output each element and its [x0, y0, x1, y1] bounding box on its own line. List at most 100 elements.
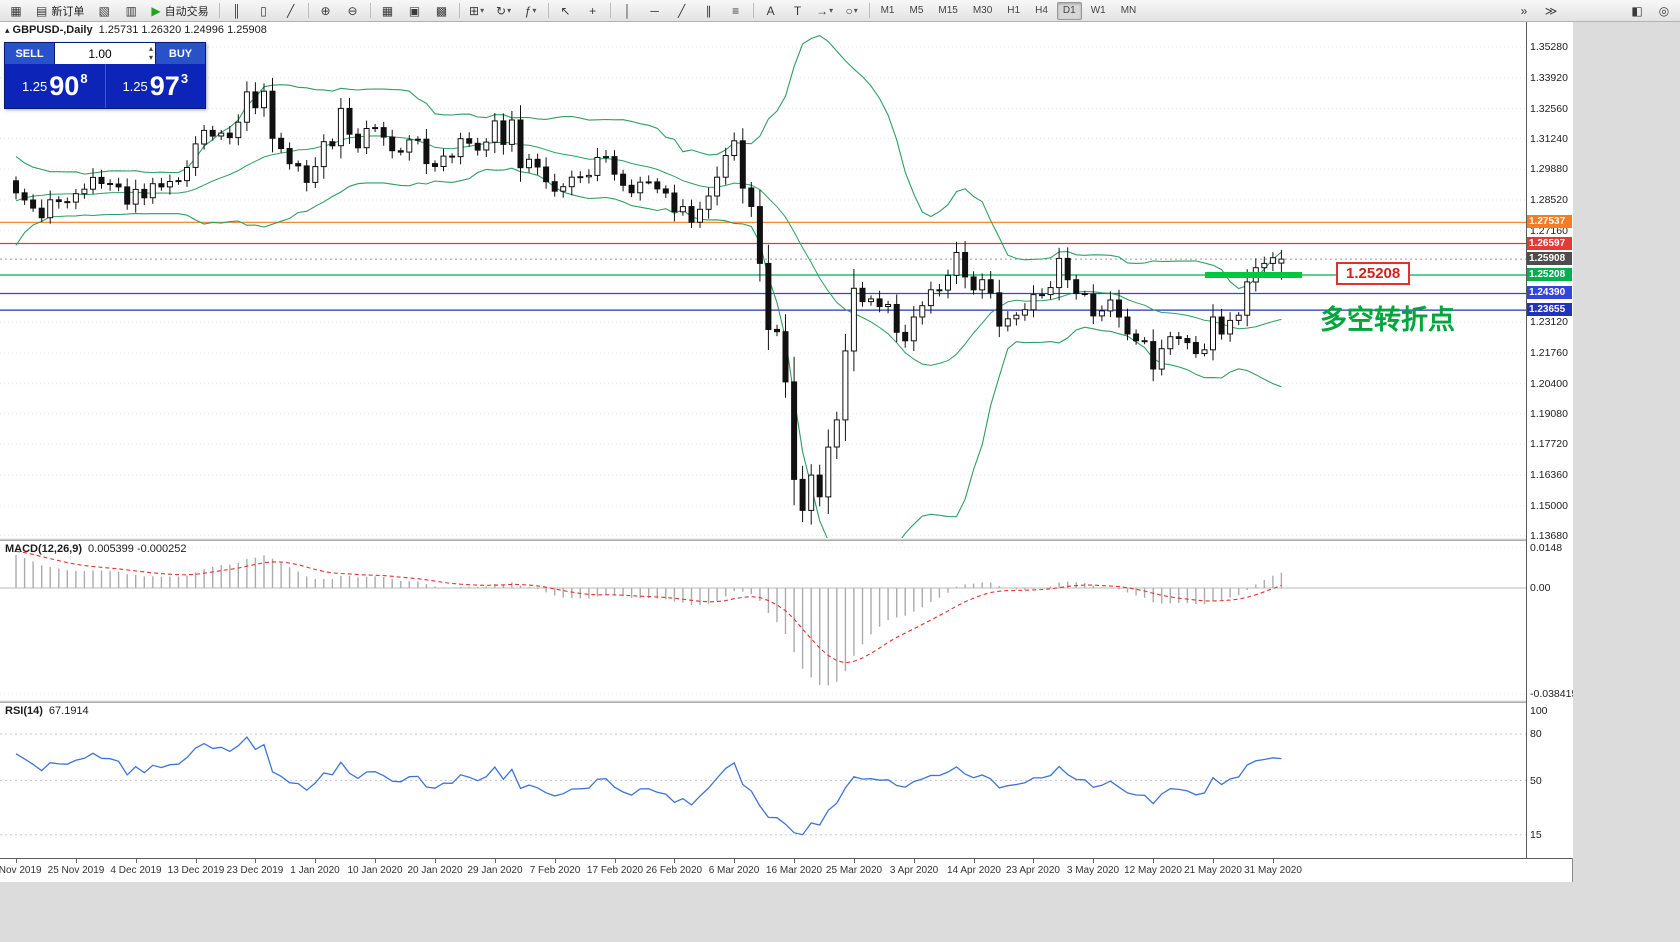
- bar-chart-button[interactable]: ║: [224, 1, 250, 21]
- time-axis-tick: [375, 859, 376, 863]
- thick-support-segment: [1205, 272, 1302, 278]
- time-axis-tick: [76, 859, 77, 863]
- sell-price-display[interactable]: 1.25 90 8: [5, 64, 106, 108]
- toolbar-separator: [752, 3, 754, 18]
- timeframe-button-m1[interactable]: M1: [880, 5, 895, 16]
- profile-button[interactable]: ▧: [91, 1, 117, 21]
- chart-window: ▴ GBPUSD-,Daily 1.25731 1.26320 1.24996 1.…: [0, 22, 1577, 883]
- arrange-windows-button[interactable]: ▣: [402, 1, 428, 21]
- time-axis[interactable]: 5 Nov 2019 25 Nov 2019 4 Dec 2019 13 Dec 20…: [0, 858, 1572, 883]
- price-axis-label: 1.27160: [1530, 225, 1568, 237]
- volume-input[interactable]: [55, 45, 155, 62]
- text-label-button[interactable]: T: [785, 1, 811, 21]
- candlestick-plot[interactable]: [0, 22, 1526, 538]
- macd-values-label: 0.005399 -0.000252: [88, 543, 187, 555]
- chart-shift-button[interactable]: »: [1520, 3, 1528, 18]
- profile-icon: ▧: [98, 3, 111, 18]
- indicators-button[interactable]: ƒ ▾: [518, 1, 544, 21]
- time-axis-tick: [794, 859, 795, 863]
- toolbar: ▦ ▤ 新订单 ▧ ▥ ▶ 自动交易 ║ ▯ ╱ ⊕ ⊖ ▦ ▣ ▩ ⊞ ▾ ↻ ▾ ƒ ▾ ↖ + │ ─ ╱ ∥ ≡ A T → ▾ ○ ▾ M…: [0, 0, 1680, 22]
- price-axis-label: 1.21760: [1530, 347, 1568, 359]
- buy-price-sup: 3: [180, 70, 189, 86]
- tile-windows-button[interactable]: ▦: [375, 1, 401, 21]
- zoom-out-button[interactable]: ⊖: [340, 1, 366, 21]
- zoom-in-icon: ⊕: [320, 3, 331, 18]
- timeframe-button-m30[interactable]: M30: [972, 5, 993, 16]
- new-order-button[interactable]: ▤ 新订单: [30, 1, 90, 21]
- rsi-plot[interactable]: [0, 703, 1526, 858]
- text-tool-button[interactable]: A: [758, 1, 784, 21]
- main-chart-panel[interactable]: ▴ GBPUSD-,Daily 1.25731 1.26320 1.24996 1.…: [0, 22, 1526, 538]
- price-axis-label: 1.16360: [1530, 469, 1568, 481]
- date-axis-label: 13 Dec 2019: [167, 865, 225, 876]
- buy-button[interactable]: BUY: [156, 43, 205, 64]
- timeframe-button-h1[interactable]: H1: [1007, 5, 1021, 16]
- new-chart-button[interactable]: ⊞ ▾: [464, 1, 490, 21]
- price-axis[interactable]: 1.35280 1.33920 1.32560 1.31240 1.29880 1.285…: [1526, 22, 1577, 858]
- toolbar-separator: [609, 3, 611, 18]
- fibonacci-icon: ≡: [732, 3, 740, 18]
- toolbar-separator: [218, 3, 220, 18]
- trendline-button[interactable]: ╱: [669, 1, 695, 21]
- trendline-icon: ╱: [677, 3, 686, 18]
- zoom-in-button[interactable]: ⊕: [313, 1, 339, 21]
- sell-button[interactable]: SELL: [5, 43, 54, 64]
- macd-plot[interactable]: [0, 541, 1526, 700]
- date-axis-label: 16 Mar 2020: [765, 865, 823, 876]
- volume-spinner-icon[interactable]: ▴ ▾: [148, 44, 153, 62]
- time-axis-tick: [495, 859, 496, 863]
- line-chart-button[interactable]: ╱: [278, 1, 304, 21]
- workspace-background: [1573, 22, 1680, 882]
- crosshair-button[interactable]: +: [580, 1, 606, 21]
- vertical-line-button[interactable]: │: [615, 1, 641, 21]
- chart-title: ▴ GBPUSD-,Daily 1.25731 1.26320 1.24996 1.…: [5, 24, 267, 36]
- time-axis-tick: [255, 859, 256, 863]
- timeframe-button-d1[interactable]: D1: [1056, 1, 1082, 20]
- timeframe-button-mn[interactable]: MN: [1120, 5, 1137, 16]
- price-axis-label: 1.20400: [1530, 378, 1568, 390]
- price-line-tag: 1.25208: [1527, 268, 1572, 281]
- timeframe-button-h4[interactable]: H4: [1035, 5, 1048, 16]
- toolbar-separator: [868, 3, 870, 18]
- equidistant-channel-button[interactable]: ∥: [696, 1, 722, 21]
- rsi-axis-label: 100: [1530, 705, 1548, 717]
- panel-splitter[interactable]: [0, 700, 1572, 703]
- macd-axis-label: 0.0148: [1530, 542, 1563, 554]
- autotrading-button[interactable]: ▶ 自动交易: [145, 1, 214, 21]
- dropdown-arrow-icon: ▾: [853, 6, 858, 15]
- timeframe-button-w1[interactable]: W1: [1090, 5, 1106, 16]
- market-watch-button[interactable]: ▥: [118, 1, 144, 21]
- horizontal-line-button[interactable]: ─: [642, 1, 668, 21]
- bar-chart-icon: ║: [232, 3, 241, 18]
- chart-cycle-icon: ↻: [496, 3, 507, 18]
- dropdown-arrow-icon: ▾: [532, 6, 537, 15]
- price-annotation-box[interactable]: 1.25208: [1336, 262, 1411, 285]
- arrange-windows-icon: ▣: [408, 3, 421, 18]
- date-axis-label: 17 Feb 2020: [586, 865, 644, 876]
- docking-button[interactable]: ◧: [1631, 3, 1643, 18]
- chart-cycle-button[interactable]: ↻ ▾: [491, 1, 517, 21]
- cursor-button[interactable]: ↖: [553, 1, 579, 21]
- candlestick-chart-button[interactable]: ▯: [251, 1, 277, 21]
- cascade-windows-button[interactable]: ▩: [429, 1, 455, 21]
- terminal-icon-button[interactable]: ▦: [3, 1, 29, 21]
- turning-point-note[interactable]: 多空转折点: [1320, 305, 1455, 335]
- auto-scroll-button[interactable]: ≫: [1544, 3, 1558, 18]
- new-chart-icon: ⊞: [469, 3, 480, 18]
- timeframe-button-m5[interactable]: M5: [909, 5, 924, 16]
- buy-price-display[interactable]: 1.25 97 3: [106, 64, 206, 108]
- search-button[interactable]: ◎: [1658, 3, 1670, 18]
- fibonacci-button[interactable]: ≡: [723, 1, 749, 21]
- price-axis-label: 1.23120: [1530, 316, 1568, 328]
- workspace-background: [0, 882, 1680, 942]
- chart-symbol-label: GBPUSD-,Daily: [12, 24, 93, 36]
- macd-panel[interactable]: MACD(12,26,9) 0.005399 -0.000252: [0, 541, 1526, 700]
- arrows-tool-button[interactable]: → ▾: [812, 1, 838, 21]
- rsi-value-label: 67.1914: [48, 705, 89, 717]
- collapse-triangle-icon[interactable]: ▴: [5, 25, 10, 35]
- time-axis-tick: [674, 859, 675, 863]
- panel-splitter[interactable]: [0, 538, 1572, 541]
- rsi-panel[interactable]: RSI(14) 67.1914: [0, 703, 1526, 858]
- shapes-tool-button[interactable]: ○ ▾: [839, 1, 865, 21]
- timeframe-button-m15[interactable]: M15: [938, 5, 958, 16]
